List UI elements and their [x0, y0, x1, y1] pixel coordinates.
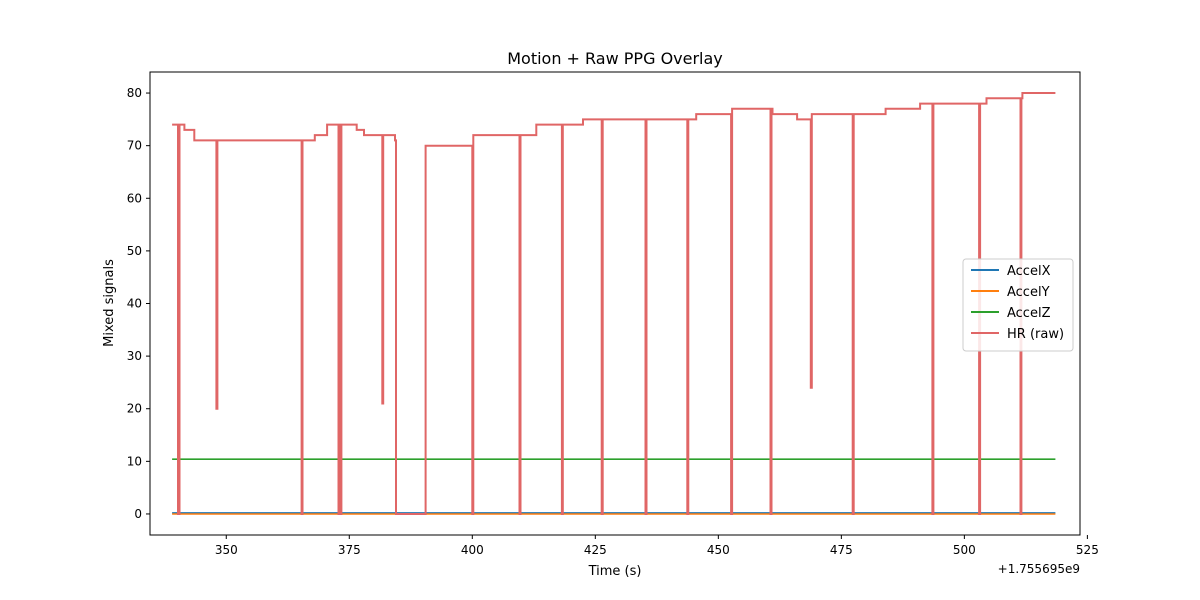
x-tick-label: 375: [338, 543, 361, 557]
y-axis: 0 10 20 30 40 50 60 70 80: [127, 86, 150, 521]
y-tick-label: 50: [127, 244, 142, 258]
x-tick-label: 425: [584, 543, 607, 557]
series-line-hr-raw: [172, 92, 1056, 515]
x-tick-label: 400: [461, 543, 484, 557]
x-tick-label: 475: [830, 543, 853, 557]
chart-title: Motion + Raw PPG Overlay: [507, 49, 723, 68]
legend-entry-label: AccelZ: [1007, 306, 1051, 321]
x-tick-label: 500: [953, 543, 976, 557]
x-axis-offset-label: +1.755695e9: [998, 562, 1080, 576]
x-axis-label: Time (s): [588, 564, 642, 579]
y-tick-label: 20: [127, 402, 142, 416]
y-axis-label: Mixed signals: [102, 259, 117, 347]
y-tick-label: 60: [127, 191, 142, 205]
legend-entry-label: AccelX: [1007, 264, 1051, 279]
legend-entry-label: HR (raw): [1007, 327, 1064, 342]
x-tick-label: 350: [215, 543, 238, 557]
y-tick-label: 80: [127, 86, 142, 100]
legend-box: [962, 258, 1074, 352]
x-axis: 350 375 400 425 450 475 500 525: [215, 535, 1099, 557]
legend-entry-label: AccelY: [1007, 285, 1050, 300]
y-tick-label: 40: [127, 297, 142, 311]
y-tick-label: 30: [127, 349, 142, 363]
y-tick-label: 0: [134, 507, 142, 521]
x-tick-label: 525: [1076, 543, 1099, 557]
y-tick-label: 70: [127, 139, 142, 153]
y-tick-label: 10: [127, 454, 142, 468]
plot-area: [172, 92, 1056, 515]
x-tick-label: 450: [707, 543, 730, 557]
legend: AccelX AccelY AccelZ HR (raw): [962, 258, 1074, 352]
